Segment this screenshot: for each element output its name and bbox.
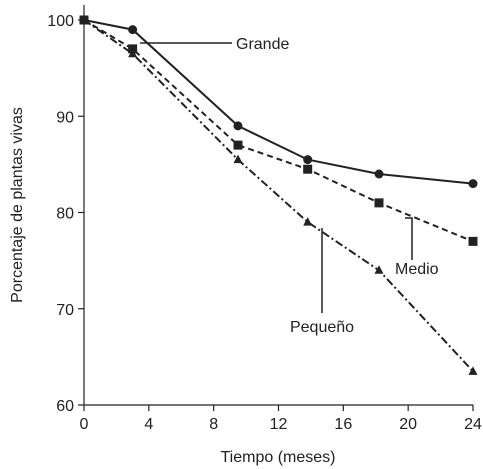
point-grande — [374, 169, 384, 179]
y-tick-label: 80 — [56, 206, 74, 223]
callout-label-medio: Medio — [395, 261, 439, 278]
point-grande — [468, 179, 478, 189]
point-pequeno — [233, 154, 243, 164]
x-tick-label: 16 — [334, 416, 352, 433]
point-pequeno — [303, 217, 313, 226]
x-tick-label: 24 — [464, 416, 482, 433]
series-line-grande — [83, 19, 474, 185]
callouts: Grande Medio Pequeño — [140, 36, 439, 336]
point-grande — [128, 25, 138, 35]
x-axis-title: Tiempo (meses) — [221, 449, 336, 466]
y-axis-title: Porcentaje de plantas vivas — [9, 107, 26, 303]
point-grande — [303, 155, 313, 165]
point-pequeno — [374, 265, 384, 274]
x-tick-label: 12 — [270, 416, 288, 433]
series-layer — [79, 15, 478, 375]
callout-label-grande: Grande — [236, 36, 289, 53]
x-tick-label: 20 — [399, 416, 417, 433]
y-tick-label: 100 — [47, 13, 74, 30]
series-line-pequeno — [83, 19, 474, 372]
point-pequeno — [128, 48, 138, 58]
point-medio — [233, 140, 243, 150]
point-medio — [374, 198, 384, 208]
point-grande — [233, 121, 243, 131]
point-medio — [468, 236, 478, 246]
series-line-medio — [83, 19, 474, 243]
x-tick-label: 8 — [209, 416, 218, 433]
point-medio — [303, 164, 313, 174]
ticks: 0 4 8 12 16 20 24 60 70 80 90 100 — [47, 13, 482, 433]
x-tick-label: 0 — [80, 416, 89, 433]
y-tick-label: 70 — [56, 302, 74, 319]
axes — [83, 5, 473, 406]
y-tick-label: 90 — [56, 109, 74, 126]
series-pequeno — [79, 15, 478, 375]
callout-label-pequeno: Pequeño — [290, 319, 354, 336]
y-tick-label: 60 — [56, 398, 74, 415]
x-tick-label: 4 — [144, 416, 153, 433]
point-pequeno — [79, 15, 89, 24]
point-pequeno — [468, 366, 478, 375]
callout-leader-medio — [405, 217, 413, 260]
